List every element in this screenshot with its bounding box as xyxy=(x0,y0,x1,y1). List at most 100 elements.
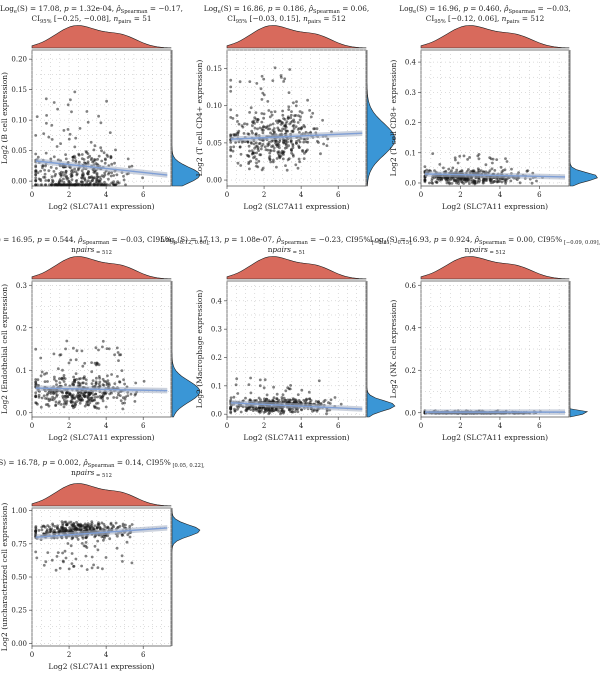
data-point xyxy=(70,178,74,182)
data-point xyxy=(133,400,137,403)
data-point xyxy=(82,158,86,161)
data-point xyxy=(93,544,97,548)
trend-line xyxy=(230,132,363,140)
data-point xyxy=(493,179,497,183)
data-point xyxy=(241,125,245,129)
data-point xyxy=(37,395,41,399)
data-point xyxy=(288,68,292,71)
data-point xyxy=(80,349,84,353)
data-point xyxy=(304,140,308,144)
data-point xyxy=(283,77,287,81)
data-point xyxy=(80,542,84,545)
data-point xyxy=(264,126,268,130)
data-point xyxy=(423,165,427,169)
data-point xyxy=(54,568,58,572)
data-point xyxy=(275,392,279,396)
y-axis-label: Log2 (T cell CD4+ expression) xyxy=(195,60,204,177)
data-point xyxy=(89,140,93,144)
data-point xyxy=(98,175,102,179)
data-point xyxy=(234,141,238,144)
data-point xyxy=(289,398,292,402)
data-point xyxy=(309,115,313,119)
data-point xyxy=(246,132,250,136)
data-point xyxy=(102,151,106,155)
right-density xyxy=(171,50,201,187)
data-point xyxy=(47,178,51,182)
x-axis-label: Log2 (SLC7A11 expression) xyxy=(243,202,349,211)
data-point xyxy=(467,168,470,171)
data-point xyxy=(59,403,63,406)
data-point xyxy=(97,348,100,352)
data-point xyxy=(100,521,104,525)
data-point xyxy=(68,132,72,136)
data-point xyxy=(273,139,277,143)
data-point xyxy=(86,522,90,526)
data-point xyxy=(39,179,43,183)
data-point xyxy=(90,555,94,559)
data-point xyxy=(36,183,39,187)
data-point xyxy=(304,399,308,403)
data-point xyxy=(451,166,455,170)
data-point xyxy=(286,140,289,144)
data-point xyxy=(97,522,101,526)
data-point xyxy=(86,160,90,164)
data-point xyxy=(53,525,57,528)
data-point xyxy=(510,167,513,171)
data-point xyxy=(95,173,99,177)
data-point xyxy=(40,396,44,400)
stat-annotation-line-2: npairs = 51 xyxy=(268,245,306,256)
data-point xyxy=(34,347,38,351)
plot-area xyxy=(420,49,570,187)
data-point xyxy=(55,167,58,170)
data-point xyxy=(254,141,258,145)
data-point xyxy=(279,411,283,414)
data-point xyxy=(238,145,242,149)
data-point xyxy=(262,112,266,116)
data-point xyxy=(242,132,246,135)
data-point xyxy=(245,407,249,411)
data-point xyxy=(94,162,98,165)
data-point xyxy=(277,150,281,154)
data-point xyxy=(116,534,119,538)
x-tick-label: 2 xyxy=(67,191,71,199)
data-point xyxy=(113,382,117,385)
data-point xyxy=(61,171,65,174)
data-point xyxy=(251,124,254,128)
data-point xyxy=(51,524,55,527)
data-point xyxy=(97,114,100,118)
data-point xyxy=(88,528,92,532)
data-point xyxy=(454,158,457,162)
data-point xyxy=(50,398,53,401)
data-point xyxy=(80,391,83,395)
data-point xyxy=(309,399,313,402)
top-density xyxy=(420,25,570,49)
data-point xyxy=(63,377,67,380)
data-point xyxy=(75,378,78,381)
data-point xyxy=(93,398,97,402)
data-point xyxy=(530,181,534,185)
data-point xyxy=(46,524,50,527)
data-point xyxy=(298,131,301,134)
data-point xyxy=(96,539,100,543)
data-point xyxy=(450,182,454,185)
y-tick-label: 0.3 xyxy=(211,326,222,334)
data-point xyxy=(52,101,56,104)
data-point xyxy=(66,542,70,545)
data-point xyxy=(117,359,120,362)
data-point xyxy=(260,112,264,115)
data-point xyxy=(229,85,233,89)
top-density xyxy=(31,483,172,507)
data-point xyxy=(229,78,233,82)
data-point xyxy=(64,157,68,161)
data-point xyxy=(34,391,38,395)
data-point xyxy=(103,180,106,184)
data-point xyxy=(69,544,73,548)
data-point xyxy=(274,141,277,145)
data-point xyxy=(64,556,68,560)
data-point xyxy=(89,398,93,402)
data-point xyxy=(127,165,131,169)
data-point xyxy=(253,407,256,411)
data-point xyxy=(64,383,67,387)
data-point xyxy=(84,150,88,153)
data-point xyxy=(84,524,88,527)
